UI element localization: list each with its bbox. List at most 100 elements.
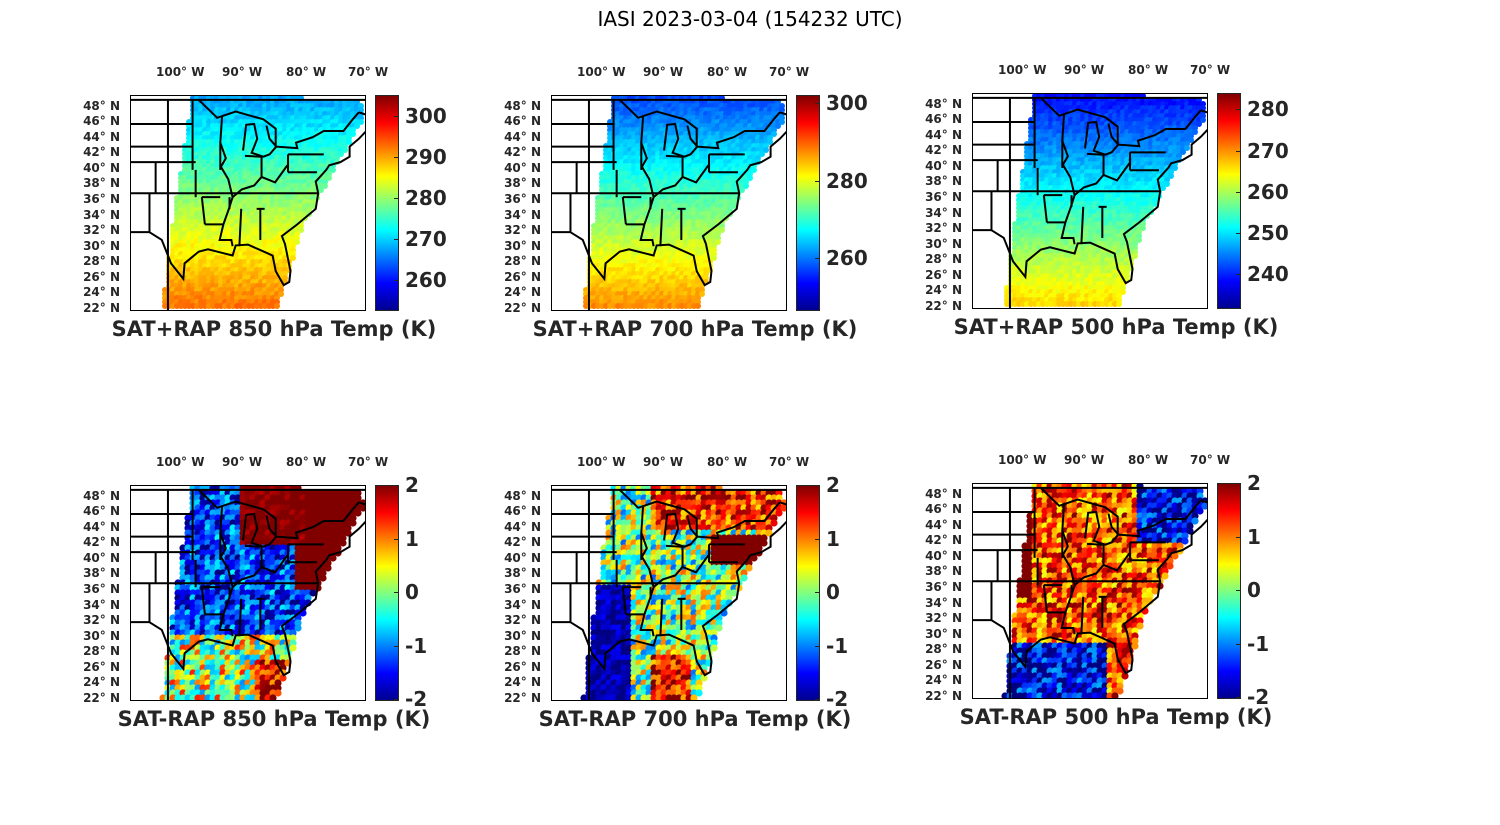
lon-tick-label: 90° W bbox=[643, 65, 684, 79]
data-point bbox=[338, 151, 344, 157]
lat-tick-label: 38° N bbox=[925, 174, 962, 189]
panel-title: SAT+RAP 850 hPa Temp (K) bbox=[111, 317, 437, 341]
data-point bbox=[1172, 165, 1178, 171]
data-point bbox=[358, 119, 364, 125]
lat-tick-label: 26° N bbox=[925, 267, 962, 282]
lon-tick-label: 70° W bbox=[769, 65, 810, 79]
map-plot-area bbox=[551, 95, 787, 311]
lon-tick-label: 80° W bbox=[286, 65, 327, 79]
colorbar-tick-mark bbox=[394, 280, 398, 282]
lat-tick-label: 42° N bbox=[504, 145, 541, 160]
lon-tick-label: 90° W bbox=[1064, 63, 1105, 77]
data-point bbox=[719, 227, 725, 233]
lon-tick-label: 100° W bbox=[998, 63, 1047, 77]
lat-tick-label: 48° N bbox=[504, 98, 541, 113]
lat-tick-label: 48° N bbox=[925, 96, 962, 111]
lat-tick-label: 24° N bbox=[504, 285, 541, 300]
border-line bbox=[242, 122, 278, 158]
data-point bbox=[699, 291, 705, 297]
panel-title: SAT+RAP 700 hPa Temp (K) bbox=[532, 317, 858, 341]
border-line bbox=[659, 208, 664, 247]
data-point bbox=[739, 187, 745, 193]
data-point bbox=[711, 255, 717, 261]
border-line bbox=[621, 197, 627, 225]
colorbar bbox=[375, 95, 399, 311]
data-point bbox=[342, 147, 348, 153]
lon-tick-label: 70° W bbox=[348, 65, 389, 79]
data-point bbox=[695, 303, 701, 309]
lon-tick-label: 80° W bbox=[1128, 63, 1169, 77]
border-line bbox=[652, 164, 710, 198]
colorbar-tick-label: 300 bbox=[405, 103, 447, 128]
lat-tick-label: 34° N bbox=[504, 207, 541, 222]
data-point bbox=[1164, 181, 1170, 187]
data-point bbox=[763, 147, 769, 153]
border-line bbox=[619, 99, 781, 150]
lat-tick-label: 40° N bbox=[504, 160, 541, 175]
data-point bbox=[1180, 149, 1186, 155]
data-point bbox=[310, 203, 316, 209]
lat-tick-label: 32° N bbox=[504, 223, 541, 238]
colorbar-tick-label: 280 bbox=[826, 168, 868, 193]
data-point bbox=[743, 183, 749, 189]
data-point bbox=[747, 175, 753, 181]
lat-tick-label: 30° N bbox=[504, 238, 541, 253]
data-point bbox=[751, 167, 757, 173]
border-line bbox=[231, 164, 289, 198]
lat-tick-label: 38° N bbox=[504, 176, 541, 191]
colorbar bbox=[796, 95, 820, 311]
border-line bbox=[198, 99, 360, 150]
colorbar-tick-label: 270 bbox=[405, 227, 447, 252]
colorbar-tick-mark bbox=[815, 258, 819, 260]
data-point bbox=[322, 183, 328, 189]
data-point bbox=[767, 139, 773, 145]
data-point bbox=[290, 255, 296, 261]
lat-tick-label: 22° N bbox=[925, 299, 962, 313]
colorbar-tick-mark bbox=[394, 156, 398, 158]
data-point bbox=[1160, 185, 1166, 191]
colorbar-tick-label: 280 bbox=[405, 185, 447, 210]
data-point bbox=[326, 175, 332, 181]
data-point bbox=[294, 239, 300, 245]
data-point bbox=[350, 131, 356, 137]
lon-tick-label: 70° W bbox=[1190, 63, 1231, 77]
lat-tick-label: 28° N bbox=[925, 252, 962, 267]
colorbar-tick-mark bbox=[394, 197, 398, 199]
data-point bbox=[731, 203, 737, 209]
border-line bbox=[200, 197, 206, 225]
lat-tick-label: 28° N bbox=[83, 254, 120, 269]
lat-tick-label: 44° N bbox=[83, 129, 120, 144]
lat-tick-label: 44° N bbox=[925, 127, 962, 142]
lat-tick-label: 46° N bbox=[83, 114, 120, 129]
data-point bbox=[1168, 173, 1174, 179]
lat-tick-label: 32° N bbox=[925, 221, 962, 236]
data-point bbox=[771, 131, 777, 137]
lat-tick-label: 40° N bbox=[83, 160, 120, 175]
colorbar-tick-label: 300 bbox=[826, 90, 868, 115]
lat-tick-label: 38° N bbox=[83, 176, 120, 191]
lon-tick-label: 100° W bbox=[156, 65, 205, 79]
map-panel-2: 100° W 90° W 80° W 70° W 48° N 46° N 44° N 42° … bbox=[485, 55, 905, 355]
lat-tick-label: 46° N bbox=[925, 112, 962, 127]
lat-tick-label: 36° N bbox=[83, 192, 120, 207]
coastline bbox=[569, 111, 786, 287]
lat-tick-label: 42° N bbox=[83, 145, 120, 160]
lat-tick-label: 34° N bbox=[83, 207, 120, 222]
colorbar-tick-label: 260 bbox=[826, 246, 868, 271]
data-point bbox=[1192, 129, 1198, 135]
data-point bbox=[1196, 121, 1202, 127]
lat-tick-label: 44° N bbox=[504, 129, 541, 144]
lat-tick-label: 46° N bbox=[504, 114, 541, 129]
data-point bbox=[346, 139, 352, 145]
colorbar-tick-mark bbox=[815, 180, 819, 182]
colorbar-tick-label: 260 bbox=[405, 268, 447, 293]
lat-tick-label: 30° N bbox=[925, 236, 962, 251]
lon-tick-label: 90° W bbox=[222, 65, 263, 79]
lat-tick-label: 32° N bbox=[83, 223, 120, 238]
data-point bbox=[779, 119, 785, 125]
data-point bbox=[1188, 137, 1194, 143]
colorbar-tick-label: 290 bbox=[405, 144, 447, 169]
data-point bbox=[318, 187, 324, 193]
lat-tick-label: 24° N bbox=[83, 285, 120, 300]
lat-tick-label: 30° N bbox=[83, 238, 120, 253]
